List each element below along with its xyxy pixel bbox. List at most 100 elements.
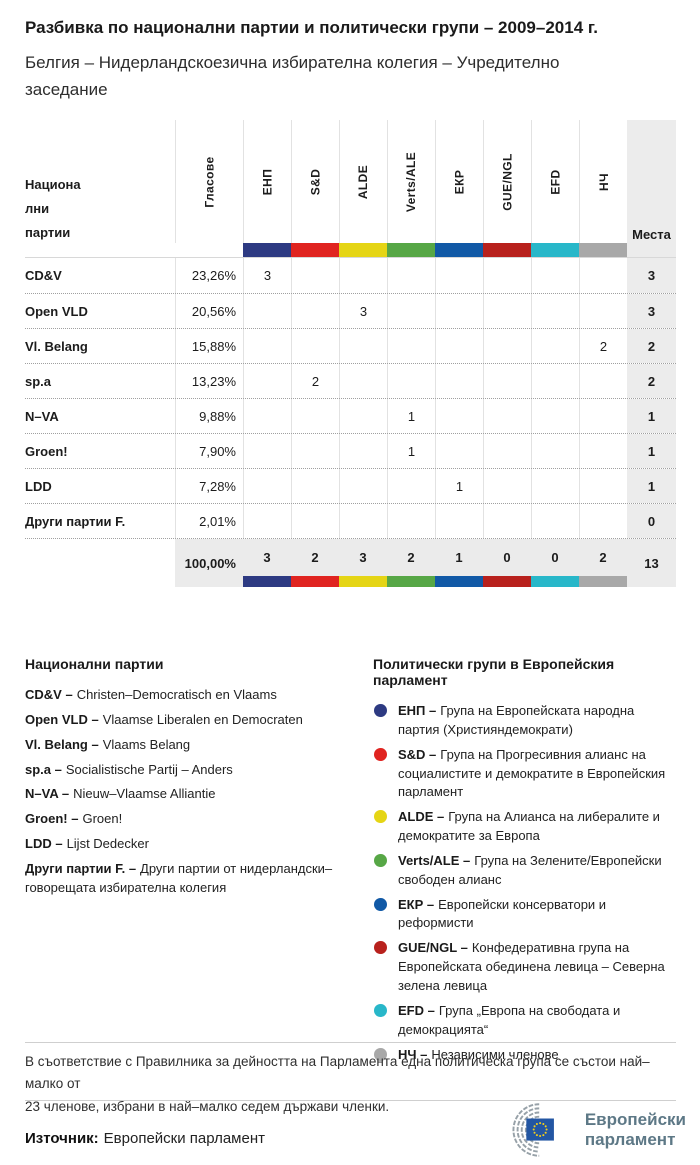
legend-item: ЕКР – Европейски консерватори и реформист… (373, 896, 678, 934)
group-color-bar (339, 576, 387, 587)
seats-cell (339, 364, 387, 398)
group-color-bar (483, 576, 531, 587)
seats-cell: 3 (243, 258, 291, 293)
votes-header-label: Гласове (202, 155, 217, 208)
group-color-dot (374, 1047, 387, 1061)
total-votes-cell: 100,00% (175, 539, 243, 587)
votes-cell: 13,23% (175, 364, 243, 398)
seats-cell (435, 434, 483, 468)
party-name-cell: Open VLD (25, 303, 88, 319)
group-color-bar (435, 576, 483, 587)
seats-cell (579, 504, 627, 538)
legend-item: НЧ – Независими членове (373, 1046, 678, 1065)
table-row: CD&V 23,26% 3 3 (25, 258, 676, 293)
group-column-header-verts-ale: Verts/ALE (387, 120, 435, 257)
divider (25, 1100, 676, 1101)
group-color-dot (374, 704, 387, 717)
national-parties-header-label: Национа лни партии (25, 176, 81, 240)
group-color-bar (483, 243, 531, 257)
seats-cell (531, 329, 579, 363)
source-label: Източник: (25, 1130, 99, 1147)
seats-cell (339, 434, 387, 468)
results-table: Национа лни партии Гласове ЕНП S&D ALDE … (25, 120, 676, 587)
seats-cell (531, 364, 579, 398)
ep-logo-text: Европейски парламент (584, 1110, 686, 1149)
page-subtitle: Белгия – Нидерландскоезична избирателна … (25, 53, 560, 100)
seats-cell (291, 434, 339, 468)
total-group-seats-cell: 3 (243, 539, 291, 587)
seats-cell (435, 329, 483, 363)
seats-cell (579, 364, 627, 398)
legend-title: Политически групи в Европейския парламен… (373, 656, 615, 688)
group-color-dot (374, 810, 387, 824)
seats-column-header: Места (627, 120, 676, 257)
seats-cell (291, 399, 339, 433)
legend-item: Vl. Belang – Vlaams Belang (25, 736, 191, 752)
grand-total-seats-cell: 13 (627, 539, 676, 587)
seats-cell (483, 469, 531, 503)
seats-cell (291, 294, 339, 328)
table-row: Groen! 7,90% 1 1 (25, 433, 676, 468)
seats-cell: 1 (435, 469, 483, 503)
seats-cell (531, 434, 579, 468)
group-column-header-alde: ALDE (339, 120, 387, 257)
seats-cell (339, 469, 387, 503)
table-row: Open VLD 20,56% 3 3 (25, 293, 676, 328)
legend-item: ALDE – Група на Алианса на либералите и д… (373, 808, 678, 846)
seats-cell (483, 434, 531, 468)
party-name-cell: LDD (25, 478, 52, 494)
divider (25, 1042, 676, 1043)
seats-cell (339, 258, 387, 293)
seats-cell (339, 329, 387, 363)
group-color-bar (435, 243, 483, 257)
seats-cell (579, 434, 627, 468)
total-group-seats-cell: 1 (435, 539, 483, 587)
political-groups-legend: Политически групи в Европейския парламен… (373, 656, 678, 1070)
seats-cell (243, 469, 291, 503)
empty-cell (25, 539, 175, 587)
seats-cell (483, 329, 531, 363)
seats-cell (243, 399, 291, 433)
seats-cell (243, 364, 291, 398)
total-seats-cell: 1 (627, 434, 676, 468)
footnote: В съответствие с Правилника за дейността… (25, 1054, 650, 1114)
group-color-bar (291, 576, 339, 587)
seats-cell (339, 504, 387, 538)
group-color-dot (374, 897, 387, 911)
seats-cell (291, 504, 339, 538)
table-row: Други партии F. 2,01% 0 (25, 503, 676, 538)
legend-title: Национални партии (25, 656, 164, 672)
group-column-header-ecr: ЕКР (435, 120, 483, 257)
total-seats-cell: 3 (627, 258, 676, 293)
seats-cell (531, 294, 579, 328)
votes-cell: 7,28% (175, 469, 243, 503)
ep-logo: Европейски парламент (484, 1102, 686, 1158)
seats-cell (435, 294, 483, 328)
table-total-row: 100,00% 3 2 3 2 1 0 (25, 538, 676, 587)
seats-cell (291, 258, 339, 293)
total-group-seats-cell: 0 (531, 539, 579, 587)
group-color-bar (531, 243, 579, 257)
legend-item: LDD – Lijst Dedecker (25, 836, 149, 852)
seats-cell: 3 (339, 294, 387, 328)
ep-hemicycle-icon (512, 1103, 554, 1157)
group-color-dot (374, 1003, 387, 1017)
total-seats-cell: 1 (627, 399, 676, 433)
seats-cell (387, 364, 435, 398)
group-color-bar (243, 576, 291, 587)
seats-cell: 1 (387, 434, 435, 468)
total-seats-cell: 2 (627, 329, 676, 363)
seats-cell (435, 258, 483, 293)
legend-item: sp.a – Socialistische Partij – Anders (25, 761, 233, 777)
legend-item: S&D – Група на Прогресивния алианс на соц… (373, 746, 678, 803)
seats-cell (243, 329, 291, 363)
seats-cell (579, 399, 627, 433)
legend-item: Open VLD – Vlaamse Liberalen en Democrate… (25, 711, 303, 727)
party-name-cell: Други партии F. (25, 513, 126, 529)
table-row: N–VA 9,88% 1 1 (25, 398, 676, 433)
page-title: Разбивка по национални партии и политиче… (25, 18, 598, 37)
seats-cell (483, 294, 531, 328)
group-color-dot (374, 941, 387, 955)
legend-item: Други партии F. – Други партии от нидерла… (25, 860, 333, 895)
votes-cell: 15,88% (175, 329, 243, 363)
